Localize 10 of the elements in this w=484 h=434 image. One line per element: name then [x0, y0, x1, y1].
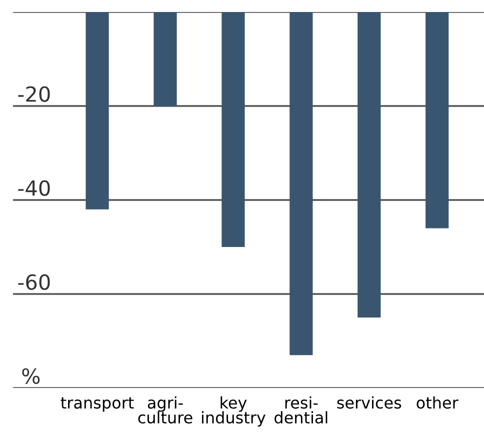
x-tick-label: transport [60, 397, 134, 412]
y-tick-label: -60 [18, 274, 50, 290]
x-tick-label: resi- dential [274, 396, 328, 424]
x-tick-label: key industry [202, 396, 266, 427]
y-tick-label: -20 [18, 86, 50, 102]
y-tick-label: -40 [18, 180, 50, 196]
x-tick-label: agri- culture [138, 396, 192, 424]
x-tick-label: services [337, 396, 402, 409]
x-tick-label: other [416, 396, 458, 409]
y-axis-title: % [22, 368, 40, 384]
